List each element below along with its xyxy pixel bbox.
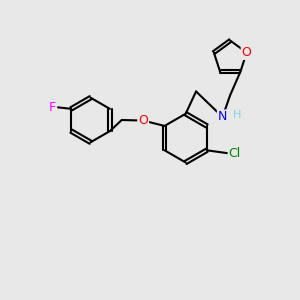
Text: O: O <box>138 114 148 127</box>
Text: O: O <box>242 46 252 59</box>
Text: N: N <box>218 110 227 124</box>
Text: F: F <box>49 101 56 114</box>
Text: Cl: Cl <box>229 147 241 160</box>
Text: H: H <box>233 110 242 121</box>
